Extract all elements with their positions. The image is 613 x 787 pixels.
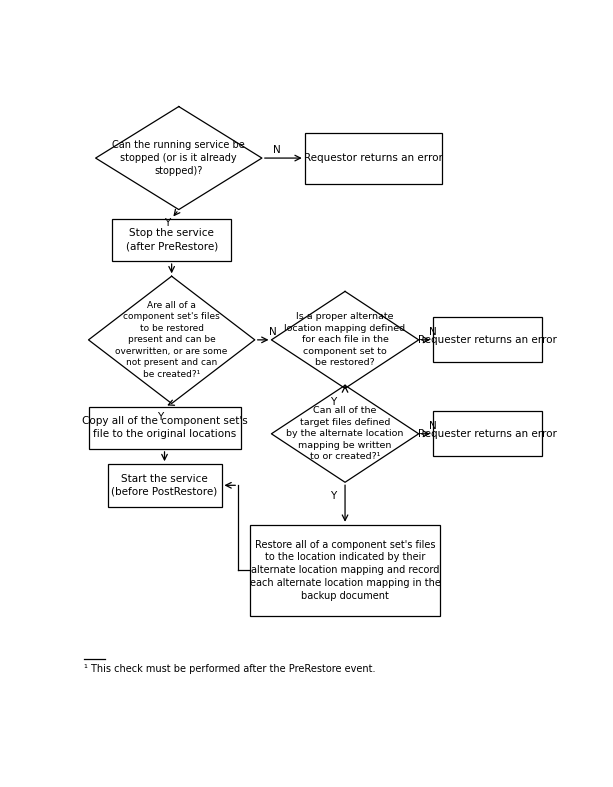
Text: Requester returns an error: Requester returns an error [418,334,557,345]
Text: Restore all of a component set's files
to the location indicated by their
altern: Restore all of a component set's files t… [249,540,441,600]
Polygon shape [96,106,262,209]
Text: Can all of the
target files defined
by the alternate location
mapping be written: Can all of the target files defined by t… [286,406,404,461]
Text: Copy all of the component set's
file to the original locations: Copy all of the component set's file to … [82,416,248,439]
Text: Is a proper alternate
location mapping defined
for each file in the
component se: Is a proper alternate location mapping d… [284,312,406,368]
Polygon shape [272,386,419,482]
Bar [112,219,231,261]
Polygon shape [272,291,419,388]
Text: Requester returns an error: Requester returns an error [418,429,557,439]
Text: Start the service
(before PostRestore): Start the service (before PostRestore) [112,474,218,497]
Text: N: N [269,327,276,337]
Text: Are all of a
component set's files
to be restored
present and can be
overwritten: Are all of a component set's files to be… [115,301,228,379]
Bar [88,407,240,449]
Text: N: N [429,327,437,337]
Bar [433,412,543,456]
Text: Y: Y [330,490,337,501]
Text: Can the running service be
stopped (or is it already
stopped)?: Can the running service be stopped (or i… [112,140,245,176]
Text: Requestor returns an error: Requestor returns an error [304,153,443,163]
Text: ¹ This check must be performed after the PreRestore event.: ¹ This check must be performed after the… [84,664,375,674]
Text: Y: Y [157,412,163,422]
Polygon shape [88,276,255,404]
Bar [433,317,543,362]
Text: Stop the service
(after PreRestore): Stop the service (after PreRestore) [126,228,218,251]
Bar [250,525,440,615]
Text: N: N [273,145,281,155]
Bar [107,464,221,507]
Bar [305,133,443,183]
Text: Y: Y [330,397,337,407]
Text: N: N [429,421,437,431]
Text: Y: Y [164,218,170,228]
